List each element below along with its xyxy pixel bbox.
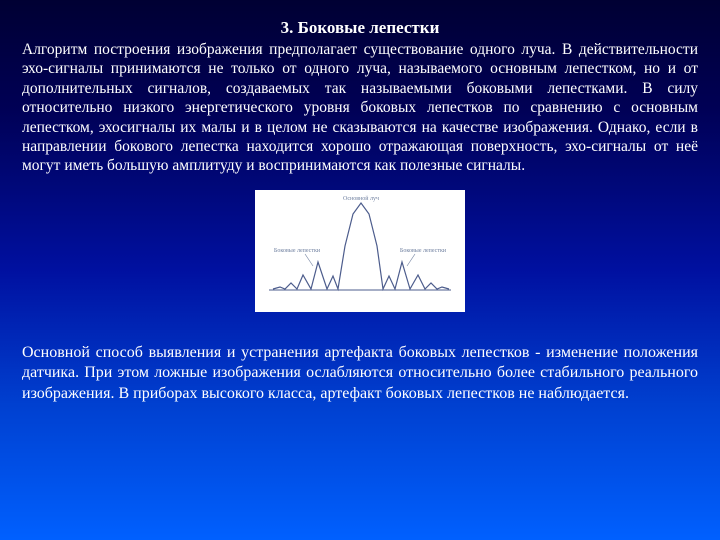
figure-label-right: Боковые лепестки xyxy=(400,248,447,254)
paragraph-top: Алгоритм построения изображения предпола… xyxy=(22,40,698,176)
figure-label-main: Основной луч xyxy=(343,195,379,202)
side-lobes-figure: Основной луч Боковые лепестки Боковые ле… xyxy=(255,190,465,312)
figure-pointer-left xyxy=(305,254,313,266)
figure-curve xyxy=(273,203,449,289)
slide-title: 3. Боковые лепестки xyxy=(22,18,698,38)
side-lobes-svg: Основной луч Боковые лепестки Боковые ле… xyxy=(255,190,465,312)
figure-container: Основной луч Боковые лепестки Боковые ле… xyxy=(22,190,698,317)
figure-label-left: Боковые лепестки xyxy=(274,248,321,254)
paragraph-bottom: Основной способ выявления и устранения а… xyxy=(22,343,698,404)
figure-pointer-right xyxy=(407,254,415,266)
